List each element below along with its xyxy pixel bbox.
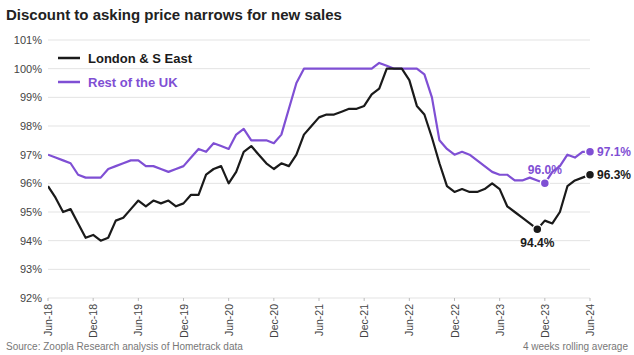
y-tick-label: 100% xyxy=(14,63,42,75)
y-tick-label: 96% xyxy=(20,177,42,189)
grid xyxy=(48,40,590,298)
legend-swatch xyxy=(58,57,80,60)
point-marker xyxy=(540,179,549,188)
grid-line xyxy=(48,97,590,98)
x-tick xyxy=(544,298,545,301)
legend-label: London & S East xyxy=(88,51,193,66)
source: Source: Zoopla Research analysis of Home… xyxy=(6,341,243,352)
grid-line xyxy=(48,126,590,127)
y-tick-label: 99% xyxy=(20,91,42,103)
x-tick-label: Dec-20 xyxy=(268,304,280,338)
series-line xyxy=(48,69,590,241)
y-tick-label: 92% xyxy=(20,292,42,304)
x-tick-label: Dec-21 xyxy=(358,304,370,338)
x-tick xyxy=(319,298,320,301)
data-label: 94.4% xyxy=(520,236,554,250)
series-line xyxy=(48,63,590,183)
y-tick-label: 93% xyxy=(20,263,42,275)
x-tick xyxy=(454,298,455,301)
grid-line xyxy=(48,269,590,270)
grid-line xyxy=(48,183,590,184)
y-tick-label: 101% xyxy=(14,34,42,46)
title: Discount to asking price narrows for new… xyxy=(6,6,342,23)
x-tick xyxy=(409,298,410,301)
y-tick-label: 98% xyxy=(20,120,42,132)
y-tick-label: 97% xyxy=(20,149,42,161)
x-tick xyxy=(48,298,49,301)
grid-line xyxy=(48,154,590,155)
x-tick xyxy=(364,298,365,301)
x-tick xyxy=(138,298,139,301)
x-tick xyxy=(273,298,274,301)
point-marker xyxy=(533,225,542,234)
chart: Discount to asking price narrows for new… xyxy=(0,0,634,355)
legend: London & S East Rest of the UK xyxy=(58,51,193,90)
x-tick-label: Jun-22 xyxy=(403,304,415,336)
x-tick xyxy=(590,298,591,301)
legend-label: Rest of the UK xyxy=(88,75,178,90)
x-tick-label: Jun-23 xyxy=(494,304,506,336)
x-tick xyxy=(499,298,500,301)
grid-line xyxy=(48,240,590,241)
x-tick-label: Dec-23 xyxy=(539,304,551,338)
x-tick-label: Jun-21 xyxy=(313,304,325,336)
y-tick-label: 95% xyxy=(20,206,42,218)
x-tick xyxy=(183,298,184,301)
data-label: 96.3% xyxy=(597,168,631,182)
x-tick-label: Jun-18 xyxy=(42,304,54,336)
x-tick xyxy=(228,298,229,301)
grid-line xyxy=(48,40,590,41)
data-labels: 94.4% 96.3% 96.0% 97.1% xyxy=(520,145,631,250)
note: 4 weeks rolling average xyxy=(523,341,628,352)
x-tick xyxy=(93,298,94,301)
x-tick-label: Jun-24 xyxy=(584,304,596,336)
legend-swatch xyxy=(58,81,80,84)
data-label: 96.0% xyxy=(528,163,562,177)
x-tick-label: Jun-20 xyxy=(223,304,235,336)
point-marker xyxy=(586,170,595,179)
data-label: 97.1% xyxy=(597,145,631,159)
x-tick-label: Dec-19 xyxy=(178,304,190,338)
point-marker xyxy=(586,147,595,156)
y-tick-label: 94% xyxy=(20,235,42,247)
x-tick-label: Dec-22 xyxy=(449,304,461,338)
x-tick-label: Jun-19 xyxy=(132,304,144,336)
plot-area xyxy=(48,63,590,241)
x-tick-label: Dec-18 xyxy=(87,304,99,338)
